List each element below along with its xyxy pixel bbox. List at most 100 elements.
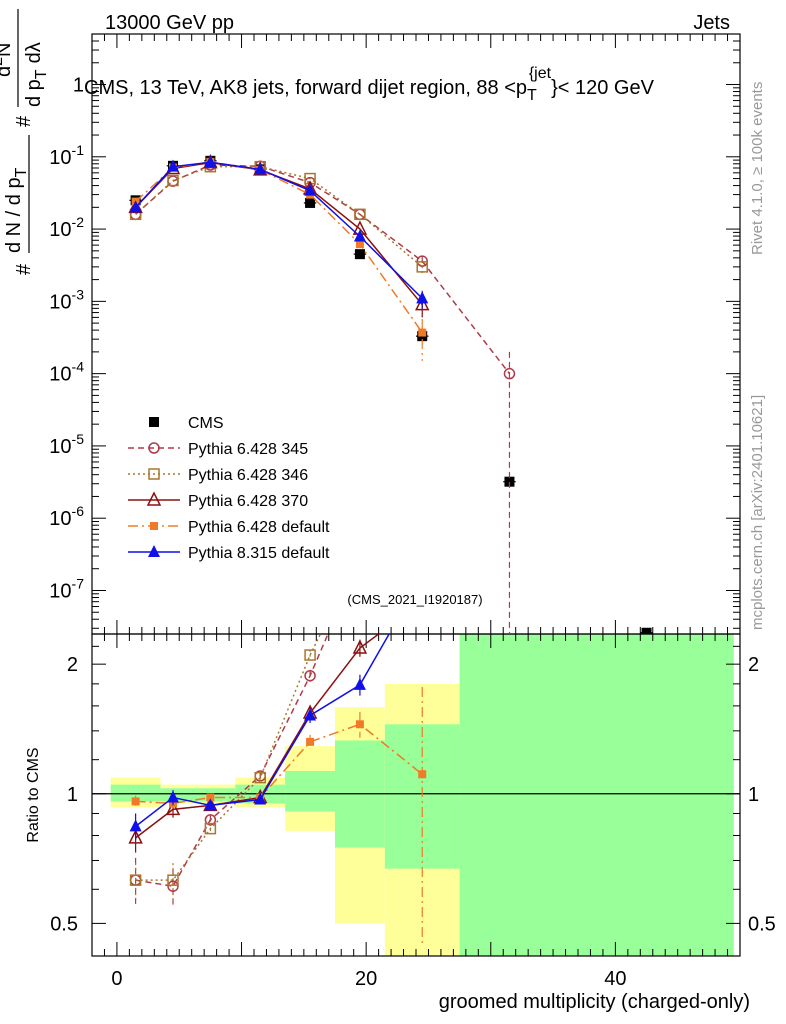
y-tick-label: 10-1 [49, 142, 84, 169]
legend-label-p8315: Pythia 8.315 default [188, 545, 330, 562]
y-tick-label: 10-5 [49, 431, 84, 458]
legend-entry-p346: Pythia 6.428 346 [128, 467, 308, 484]
ratio-series-p345 [129, 555, 365, 906]
title-after: }< 120 GeV [551, 77, 655, 99]
header-left: 13000 GeV pp [105, 12, 234, 34]
point-p8315 [167, 159, 179, 172]
ratio-ylabel: Ratio to CMS [25, 747, 42, 842]
ratio-point-p8315 [304, 708, 317, 721]
main-ylabel: # d N / d pT 1 # d pTdλ d2N [0, 9, 50, 275]
ratio-point-p346 [254, 771, 266, 784]
ratio-point-p345 [304, 669, 316, 682]
y-tick-label: 10-6 [49, 503, 84, 530]
ratio-y-tick-label: 2 [67, 654, 78, 676]
ratio-point-p370 [352, 639, 368, 654]
legend-label-p370: Pythia 6.428 370 [188, 493, 308, 510]
legend-marker-p370 [146, 491, 162, 506]
point-p8315 [254, 162, 267, 175]
ratio-line-p346 [135, 634, 322, 881]
ratio-point-p346 [204, 822, 217, 835]
ylabel-dndpt: d N / d pT [3, 167, 30, 253]
ratio-point-p8315 [254, 792, 267, 805]
mcplots-label: mcplots.cern.ch [arXiv:2401.10621] [749, 395, 766, 630]
legend-marker-p346 [148, 468, 160, 480]
series-cms [129, 155, 653, 634]
point-p8315 [353, 229, 366, 242]
point-p346 [167, 174, 179, 187]
legend-label-cms: CMS [188, 415, 224, 432]
header-right: Jets [693, 12, 730, 34]
ratio-point-p370 [128, 829, 143, 844]
ratio-point-p346 [129, 874, 142, 886]
legend-label-p428def: Pythia 6.428 default [188, 519, 330, 536]
point-p346 [304, 172, 316, 185]
main-frame [91, 33, 741, 635]
svg-text:#: # [13, 263, 35, 275]
ylabel-hash-2: # [13, 115, 35, 127]
ratio-point-p428def [418, 770, 427, 779]
ratio-line-p345 [135, 634, 329, 888]
point-cms [641, 627, 652, 634]
axes: 0 20 40 1 10-1 10-2 10-3 10-4 10-5 10-6 10-7 0.5 0.5… [49, 33, 776, 990]
line-p428def [135, 161, 423, 334]
ylabel-dpt-dlambda: d pTdλ [23, 42, 50, 107]
ratio-point-p8315 [204, 798, 217, 811]
ratio-point-p346 [355, 549, 365, 559]
point-p345 [503, 367, 516, 380]
ratio-point-p346 [167, 874, 179, 886]
ratio-series-p8315 [129, 569, 428, 841]
point-p8315 [416, 291, 429, 304]
legend-marker-p345 [148, 442, 160, 454]
legend-label-p345: Pythia 6.428 345 [188, 441, 308, 458]
legend-marker-p428def [150, 522, 158, 530]
ratio-y-tick-label-right: 0.5 [748, 913, 776, 935]
point-p8315 [304, 183, 317, 196]
analysis-watermark: (CMS_2021_I1920187) [347, 592, 482, 607]
ratio-series-p346 [129, 549, 365, 899]
xlabel: groomed multiplicity (charged-only) [439, 991, 750, 1013]
legend-entry-cms: CMS [149, 415, 224, 432]
ratio-y-tick-label-right: 1 [748, 784, 759, 806]
ratio-point-p428def [131, 797, 140, 806]
legend: CMS Pythia 6.428 345 Pythia 6.428 346 Pythi… [128, 415, 330, 562]
ylabel-d2n: d2N [0, 43, 15, 77]
series-p345 [129, 159, 516, 634]
point-cms [354, 249, 365, 260]
ratio-point-p8315 [416, 569, 428, 581]
x-tick-label: 20 [355, 968, 377, 990]
point-cms [305, 197, 316, 208]
ratio-point-p345 [167, 880, 179, 892]
x-tick-label: 40 [604, 968, 626, 990]
legend-label-p346: Pythia 6.428 346 [188, 467, 308, 484]
ratio-point-p428def [206, 793, 215, 802]
legend-entry-p8315: Pythia 8.315 default [128, 545, 330, 562]
ratio-y-tick-label: 0.5 [50, 913, 78, 935]
main-panel-data [128, 153, 653, 634]
title-sup: {jet [529, 65, 552, 82]
ratio-point-p8315 [353, 677, 366, 690]
ratio-point-p8315 [129, 819, 142, 832]
point-p428def [355, 240, 364, 249]
ratio-point-p345 [355, 555, 365, 565]
y-tick-label: 10-2 [49, 214, 84, 241]
point-p428def [418, 328, 427, 337]
y-tick-label: 1 [73, 75, 84, 97]
y-tick-label: 10-7 [49, 575, 84, 602]
ratio-point-p370 [165, 800, 181, 816]
point-p370 [415, 295, 430, 311]
ratio-point-p428def [355, 720, 364, 729]
legend-entry-p428def: Pythia 6.428 default [128, 519, 330, 536]
band-inner-0 [110, 784, 161, 802]
y-tick-label: 10-4 [49, 359, 84, 386]
legend-marker-cms [149, 417, 159, 427]
ratio-y-tick-label-right: 2 [748, 654, 759, 676]
legend-marker-p8315 [148, 545, 160, 557]
point-p346 [416, 261, 428, 273]
line-p345 [135, 164, 511, 375]
ylabel-hash: # [13, 263, 35, 275]
legend-entry-p345: Pythia 6.428 345 [128, 441, 308, 458]
rivet-label: Rivet 4.1.0, ≥ 100k events [749, 82, 766, 255]
point-p8315 [204, 155, 217, 168]
ratio-point-p428def [306, 737, 315, 746]
